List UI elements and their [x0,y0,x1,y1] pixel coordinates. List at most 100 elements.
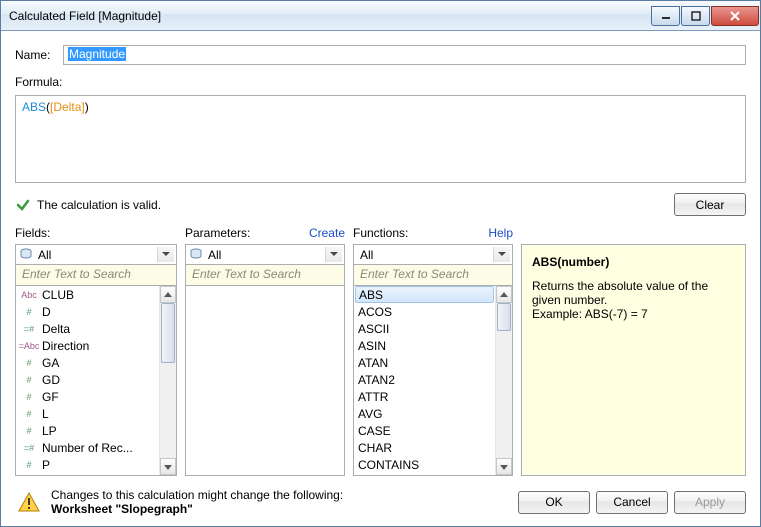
help-example: Example: ABS(-7) = 7 [532,307,735,321]
list-item-label: Delta [42,322,70,336]
list-item[interactable]: =#Number of Rec... [16,439,159,456]
scroll-up-icon[interactable] [496,286,512,303]
parameters-search-input[interactable]: Enter Text to Search [185,265,345,286]
list-item-label: LP [42,424,57,438]
list-item[interactable]: CASE [354,422,495,439]
functions-listbox[interactable]: ABSACOS ASCII ASINATANATAN2 ATTR AVGCASECHAR… [353,286,513,476]
list-item-label: AVG [358,407,382,421]
functions-search-input[interactable]: Enter Text to Search [353,265,513,286]
functions-help-link[interactable]: Help [488,226,513,240]
list-item[interactable]: ATAN2 [354,371,495,388]
formula-token-close: ) [85,100,89,114]
list-item[interactable]: CHAR [354,439,495,456]
fields-filter-dropdown[interactable]: All [15,244,177,265]
name-row: Name: Magnitude [15,45,746,65]
fields-filter-value: All [38,248,51,262]
scroll-thumb[interactable] [497,303,511,331]
clear-button[interactable]: Clear [674,193,746,216]
list-item[interactable]: =# Delta [16,320,159,337]
fields-header: Fields: [15,226,177,242]
cancel-button[interactable]: Cancel [596,491,668,514]
parameters-listbox[interactable] [185,286,345,476]
fields-label: Fields: [15,226,50,240]
parameters-panel: Parameters: Create All Enter Text to Sea… [185,226,345,476]
name-input-value: Magnitude [68,47,126,61]
fields-panel: Fields: All Enter Text to Search AbcCLUB… [15,226,177,476]
list-item-label: Direction [42,339,89,353]
field-type-icon: # [20,390,38,404]
ok-button[interactable]: OK [518,491,590,514]
footer-row: Changes to this calculation might change… [15,482,746,516]
list-item[interactable]: #D [16,303,159,320]
list-item[interactable]: ASCII [354,320,495,337]
datasource-icon [189,247,203,261]
list-item-label: ASIN [358,339,386,353]
name-label: Name: [15,48,57,62]
function-help-box: ABS(number) Returns the absolute value o… [521,244,746,476]
maximize-button[interactable] [681,6,710,26]
formula-token-fn: ABS [22,100,46,114]
scroll-up-icon[interactable] [160,286,176,303]
field-type-icon: # [20,356,38,370]
functions-scrollbar[interactable] [495,286,512,475]
list-item[interactable]: AVG [354,405,495,422]
fields-search-input[interactable]: Enter Text to Search [15,265,177,286]
apply-button[interactable]: Apply [674,491,746,514]
parameters-header: Parameters: Create [185,226,345,242]
help-description: Returns the absolute value of the given … [532,279,735,307]
list-item[interactable]: ACOS [354,303,495,320]
list-item-label: ASCII [358,322,389,336]
list-item[interactable]: #GA [16,354,159,371]
footer-msg-line1: Changes to this calculation might change… [51,488,510,502]
footer-buttons: OK Cancel Apply [518,491,746,514]
close-button[interactable] [711,6,759,26]
list-item[interactable]: ABS [355,286,494,303]
validation-message: The calculation is valid. [37,198,668,212]
panels-row: Fields: All Enter Text to Search AbcCLUB… [15,226,746,476]
parameters-filter-dropdown[interactable]: All [185,244,345,265]
list-item[interactable]: #L [16,405,159,422]
name-input[interactable]: Magnitude [63,45,746,65]
functions-header: Functions: Help [353,226,513,242]
list-item[interactable]: ASIN [354,337,495,354]
formula-textarea[interactable]: ABS([Delta]) [15,95,746,183]
create-parameter-link[interactable]: Create [309,226,345,240]
footer-message: Changes to this calculation might change… [51,488,510,516]
scroll-track[interactable] [496,303,512,458]
scroll-down-icon[interactable] [496,458,512,475]
list-item[interactable]: #GD [16,371,159,388]
parameters-label: Parameters: [185,226,250,240]
list-item[interactable]: #P [16,456,159,473]
dialog-window: Calculated Field [Magnitude] Name: Magni… [0,0,761,527]
minimize-button[interactable] [651,6,680,26]
list-item[interactable]: # LP [16,422,159,439]
functions-panel: Functions: Help All Enter Text to Search… [353,226,513,476]
functions-filter-dropdown[interactable]: All [353,244,513,265]
scroll-down-icon[interactable] [160,458,176,475]
list-item[interactable]: ATAN [354,354,495,371]
formula-token-field: [Delta] [50,100,85,114]
validation-row: The calculation is valid. Clear [15,193,746,216]
fields-listbox[interactable]: AbcCLUB#D=#Delta=AbcDirection#GA#GD#GF#L… [15,286,177,476]
help-header-spacer [521,226,746,242]
field-type-icon: # [20,458,38,472]
chevron-down-icon [157,247,174,262]
list-item[interactable]: AbcCLUB [16,286,159,303]
list-item[interactable]: =AbcDirection [16,337,159,354]
list-item[interactable]: CONTAINS [354,456,495,473]
scroll-thumb[interactable] [161,303,175,363]
warning-icon [15,492,43,512]
list-item[interactable]: ATTR [354,388,495,405]
titlebar[interactable]: Calculated Field [Magnitude] [1,1,760,31]
field-type-icon: =# [20,322,38,336]
field-type-icon: # [20,407,38,421]
list-item[interactable]: #GF [16,388,159,405]
footer-msg-line2: Worksheet "Slopegraph" [51,502,510,516]
parameters-filter-value: All [208,248,221,262]
list-item-label: GD [42,373,60,387]
field-type-icon: # [20,305,38,319]
fields-scrollbar[interactable] [159,286,176,475]
list-item-label: ATTR [358,390,388,404]
scroll-track[interactable] [160,303,176,458]
field-type-icon: # [20,424,38,438]
